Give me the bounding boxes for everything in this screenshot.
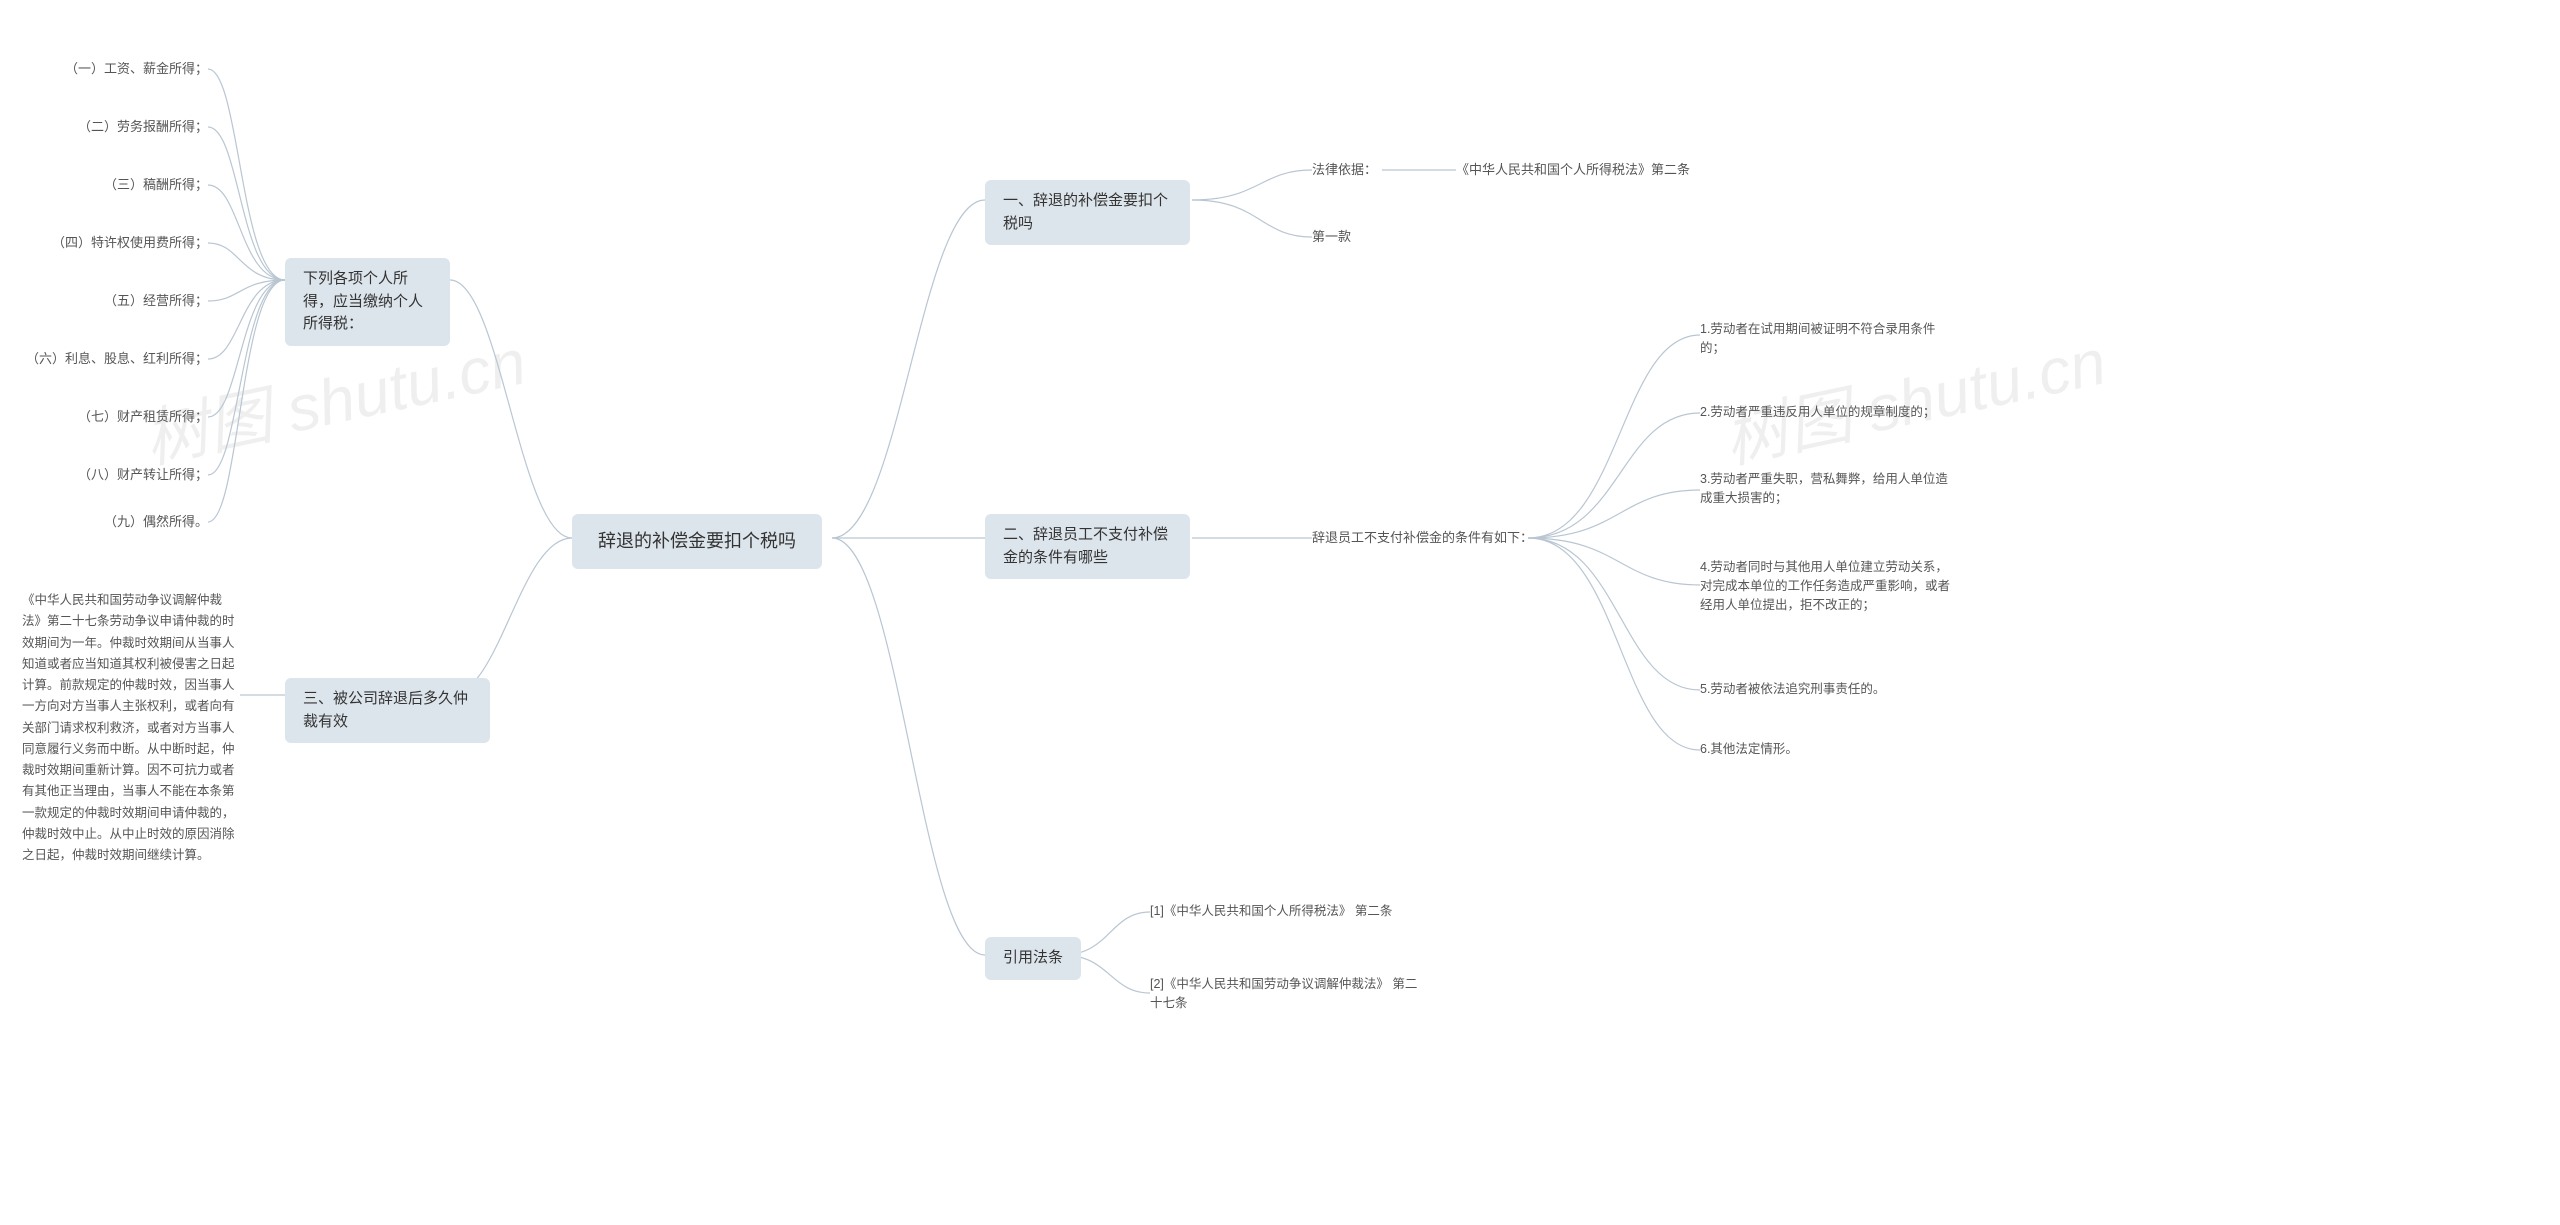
lista-item-2: （二）劳务报酬所得； (52, 117, 208, 137)
sec2-sub-text: 辞退员工不支付补偿金的条件有如下： (1312, 528, 1533, 548)
sec2-item-4-text: 4.劳动者同时与其他用人单位建立劳动关系，对完成本单位的工作任务造成严重影响，或… (1700, 558, 1960, 614)
section-2: 二、辞退员工不支付补偿金的条件有哪些 (985, 514, 1190, 579)
lista-item-8-text: （八）财产转让所得； (78, 465, 208, 485)
root-label: 辞退的补偿金要扣个税吗 (598, 528, 796, 555)
sec4-item-2-text: [2]《中华人民共和国劳动争议调解仲裁法》 第二十七条 (1150, 975, 1420, 1013)
sec2-item-2: 2.劳动者严重违反用人单位的规章制度的； (1700, 403, 1935, 422)
lista-item-1-text: （一）工资、薪金所得； (65, 59, 208, 79)
sec2-item-4: 4.劳动者同时与其他用人单位建立劳动关系，对完成本单位的工作任务造成严重影响，或… (1700, 558, 1960, 614)
lista-item-6-text: （六）利息、股息、红利所得； (26, 349, 208, 369)
root-node: 辞退的补偿金要扣个税吗 (572, 514, 822, 569)
sec1-child2-text: 第一款 (1312, 227, 1351, 247)
lista-item-2-text: （二）劳务报酬所得； (78, 117, 208, 137)
list-a-label: 下列各项个人所得，应当缴纳个人所得税： (303, 268, 432, 336)
sec3-body-text: 《中华人民共和国劳动争议调解仲裁法》第二十七条劳动争议申请仲裁的时效期间为一年。… (22, 590, 237, 866)
sec4-item-2: [2]《中华人民共和国劳动争议调解仲裁法》 第二十七条 (1150, 975, 1420, 1013)
sec1-child1: 法律依据： (1312, 160, 1377, 180)
sec2-item-1: 1.劳动者在试用期间被证明不符合录用条件的； (1700, 320, 1960, 358)
section-4: 引用法条 (985, 937, 1081, 980)
sec4-item-1: [1]《中华人民共和国个人所得税法》 第二条 (1150, 902, 1392, 921)
section-2-label: 二、辞退员工不支付补偿金的条件有哪些 (1003, 524, 1172, 569)
lista-item-6: （六）利息、股息、红利所得； (22, 349, 208, 369)
section-4-label: 引用法条 (1003, 947, 1063, 970)
lista-item-3-text: （三）稿酬所得； (104, 175, 208, 195)
connector-lines (0, 0, 2560, 1225)
lista-item-1: （一）工资、薪金所得； (52, 59, 208, 79)
sec2-item-5: 5.劳动者被依法追究刑事责任的。 (1700, 680, 1885, 699)
lista-item-9: （九）偶然所得。 (52, 512, 208, 532)
sec2-item-5-text: 5.劳动者被依法追究刑事责任的。 (1700, 680, 1885, 699)
sec2-item-6-text: 6.其他法定情形。 (1700, 740, 1798, 759)
lista-item-8: （八）财产转让所得； (52, 465, 208, 485)
lista-item-7-text: （七）财产租赁所得； (78, 407, 208, 427)
sec2-item-6: 6.其他法定情形。 (1700, 740, 1798, 759)
lista-item-4-text: （四）特许权使用费所得； (52, 233, 208, 253)
sec2-item-3-text: 3.劳动者严重失职，营私舞弊，给用人单位造成重大损害的； (1700, 470, 1960, 508)
sec1-child1-sub-text: 《中华人民共和国个人所得税法》第二条 (1456, 160, 1690, 180)
sec1-child1-text: 法律依据： (1312, 160, 1377, 180)
section-1: 一、辞退的补偿金要扣个税吗 (985, 180, 1190, 245)
lista-item-3: （三）稿酬所得； (52, 175, 208, 195)
lista-item-7: （七）财产租赁所得； (52, 407, 208, 427)
sec2-item-2-text: 2.劳动者严重违反用人单位的规章制度的； (1700, 403, 1935, 422)
sec1-child1-sub: 《中华人民共和国个人所得税法》第二条 (1456, 160, 1690, 180)
sec3-body: 《中华人民共和国劳动争议调解仲裁法》第二十七条劳动争议申请仲裁的时效期间为一年。… (22, 590, 237, 866)
lista-item-9-text: （九）偶然所得。 (104, 512, 208, 532)
section-3-label: 三、被公司辞退后多久仲裁有效 (303, 688, 472, 733)
sec2-item-3: 3.劳动者严重失职，营私舞弊，给用人单位造成重大损害的； (1700, 470, 1960, 508)
sec2-sub: 辞退员工不支付补偿金的条件有如下： (1312, 528, 1533, 548)
section-3: 三、被公司辞退后多久仲裁有效 (285, 678, 490, 743)
section-1-label: 一、辞退的补偿金要扣个税吗 (1003, 190, 1172, 235)
lista-item-5: （五）经营所得； (52, 291, 208, 311)
lista-item-4: （四）特许权使用费所得； (52, 233, 208, 253)
list-a: 下列各项个人所得，应当缴纳个人所得税： (285, 258, 450, 346)
lista-item-5-text: （五）经营所得； (104, 291, 208, 311)
sec1-child2: 第一款 (1312, 227, 1351, 247)
sec4-item-1-text: [1]《中华人民共和国个人所得税法》 第二条 (1150, 902, 1392, 921)
sec2-item-1-text: 1.劳动者在试用期间被证明不符合录用条件的； (1700, 320, 1960, 358)
